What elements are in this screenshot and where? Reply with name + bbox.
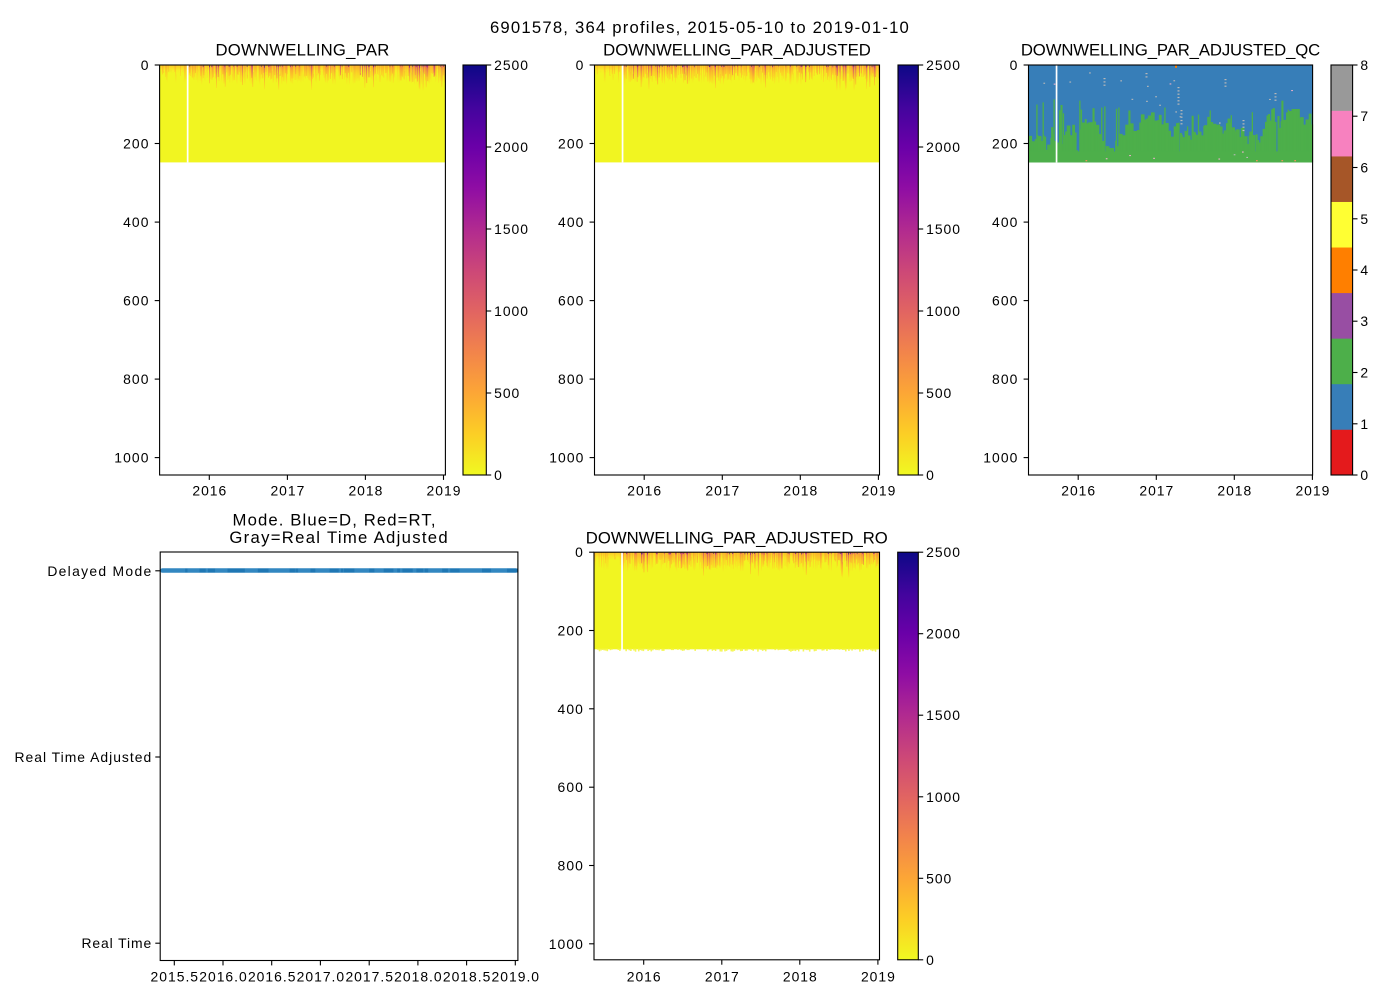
svg-text:1000: 1000 <box>926 303 961 319</box>
svg-text:2017.0: 2017.0 <box>297 968 346 984</box>
svg-text:200: 200 <box>123 136 149 152</box>
svg-text:600: 600 <box>558 779 584 795</box>
svg-text:500: 500 <box>494 385 520 401</box>
svg-text:0: 0 <box>1360 467 1368 483</box>
svg-text:0: 0 <box>926 952 935 968</box>
svg-text:2016: 2016 <box>1061 483 1096 499</box>
svg-text:Mode. Blue=D, Red=RT,: Mode. Blue=D, Red=RT, <box>233 510 437 529</box>
svg-text:2017: 2017 <box>1139 483 1174 499</box>
svg-text:2019: 2019 <box>861 968 896 984</box>
svg-text:Gray=Real Time Adjusted: Gray=Real Time Adjusted <box>229 528 449 547</box>
svg-text:2500: 2500 <box>926 57 961 73</box>
svg-text:2018.0: 2018.0 <box>394 968 443 984</box>
svg-text:2018: 2018 <box>783 968 818 984</box>
svg-text:1500: 1500 <box>926 221 961 237</box>
svg-text:200: 200 <box>558 623 584 639</box>
svg-text:1500: 1500 <box>926 707 961 723</box>
svg-text:4: 4 <box>1360 262 1368 278</box>
svg-text:0: 0 <box>576 57 585 73</box>
svg-text:DOWNWELLING_PAR_ADJUSTED_RO: DOWNWELLING_PAR_ADJUSTED_RO <box>586 529 888 548</box>
svg-text:600: 600 <box>558 293 584 309</box>
svg-text:1000: 1000 <box>926 789 961 805</box>
svg-text:2: 2 <box>1360 365 1368 381</box>
svg-text:2016: 2016 <box>627 483 662 499</box>
svg-text:400: 400 <box>992 214 1018 230</box>
svg-text:2018.5: 2018.5 <box>443 968 492 984</box>
svg-text:200: 200 <box>992 136 1018 152</box>
svg-text:2019: 2019 <box>427 483 462 499</box>
svg-text:2017: 2017 <box>705 968 740 984</box>
svg-text:2000: 2000 <box>926 139 961 155</box>
svg-text:0: 0 <box>575 544 584 560</box>
svg-text:500: 500 <box>926 385 952 401</box>
svg-text:2019.0: 2019.0 <box>492 968 541 984</box>
svg-text:1500: 1500 <box>494 221 529 237</box>
svg-text:2500: 2500 <box>926 544 961 560</box>
svg-text:600: 600 <box>992 293 1018 309</box>
svg-text:2017.5: 2017.5 <box>345 968 394 984</box>
svg-text:1000: 1000 <box>494 303 529 319</box>
svg-text:1000: 1000 <box>983 450 1018 466</box>
svg-text:Real Time Adjusted: Real Time Adjusted <box>15 749 153 765</box>
svg-text:2017: 2017 <box>270 483 305 499</box>
svg-text:0: 0 <box>494 467 503 483</box>
svg-text:400: 400 <box>558 701 584 717</box>
svg-text:0: 0 <box>141 57 150 73</box>
svg-text:6901578, 364 profiles, 2015-05: 6901578, 364 profiles, 2015-05-10 to 201… <box>490 18 910 37</box>
svg-text:1000: 1000 <box>114 450 149 466</box>
svg-text:2016: 2016 <box>192 483 227 499</box>
svg-text:Real Time: Real Time <box>81 935 152 951</box>
svg-text:7: 7 <box>1360 108 1368 124</box>
svg-text:400: 400 <box>123 214 149 230</box>
svg-text:2015.5: 2015.5 <box>151 968 200 984</box>
svg-text:1000: 1000 <box>549 450 584 466</box>
svg-text:2019: 2019 <box>861 483 896 499</box>
svg-text:DOWNWELLING_PAR: DOWNWELLING_PAR <box>215 41 389 60</box>
svg-text:2016.5: 2016.5 <box>248 968 297 984</box>
svg-text:5: 5 <box>1360 211 1368 227</box>
svg-text:2018: 2018 <box>348 483 383 499</box>
svg-text:0: 0 <box>1010 57 1019 73</box>
svg-text:DOWNWELLING_PAR_ADJUSTED_QC: DOWNWELLING_PAR_ADJUSTED_QC <box>1021 41 1320 60</box>
svg-text:Delayed Mode: Delayed Mode <box>47 563 152 579</box>
svg-text:2500: 2500 <box>494 57 529 73</box>
svg-text:1: 1 <box>1360 416 1368 432</box>
svg-text:500: 500 <box>926 870 952 886</box>
svg-text:1000: 1000 <box>549 936 584 952</box>
svg-text:800: 800 <box>558 858 584 874</box>
svg-text:2000: 2000 <box>926 626 961 642</box>
svg-text:800: 800 <box>558 371 584 387</box>
svg-text:8: 8 <box>1360 57 1368 73</box>
svg-text:800: 800 <box>123 371 149 387</box>
svg-text:2016.0: 2016.0 <box>199 968 248 984</box>
svg-text:200: 200 <box>558 136 584 152</box>
svg-text:6: 6 <box>1360 160 1368 176</box>
svg-text:0: 0 <box>926 467 935 483</box>
svg-text:800: 800 <box>992 371 1018 387</box>
svg-text:2000: 2000 <box>494 139 529 155</box>
svg-text:2018: 2018 <box>1217 483 1252 499</box>
svg-text:2018: 2018 <box>783 483 818 499</box>
svg-text:2019: 2019 <box>1295 483 1330 499</box>
svg-text:DOWNWELLING_PAR_ADJUSTED: DOWNWELLING_PAR_ADJUSTED <box>603 41 871 60</box>
svg-text:400: 400 <box>558 214 584 230</box>
svg-text:2016: 2016 <box>627 968 662 984</box>
svg-text:600: 600 <box>123 293 149 309</box>
svg-text:2017: 2017 <box>705 483 740 499</box>
svg-text:3: 3 <box>1360 313 1368 329</box>
